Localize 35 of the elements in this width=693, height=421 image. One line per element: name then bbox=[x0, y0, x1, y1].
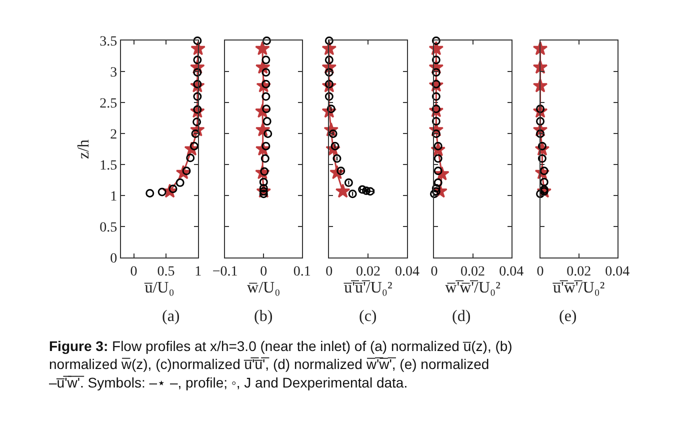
y-tick-label: 3.5 bbox=[100, 34, 118, 50]
x-tick-label: 0.04 bbox=[499, 264, 524, 280]
x-tick-label: 0.04 bbox=[605, 264, 630, 280]
x-axis-title: u̅'̅w̅'̅/U₀² bbox=[552, 280, 605, 296]
x-tick-label: 1 bbox=[194, 264, 202, 280]
x-tick-label: 0 bbox=[260, 264, 268, 280]
y-tick-label: 1.5 bbox=[100, 158, 118, 174]
x-tick-label: 0.02 bbox=[460, 264, 486, 280]
x-axis-title: w̅/U₀ bbox=[247, 280, 280, 296]
y-tick-label: 1 bbox=[110, 190, 118, 205]
x-tick-label: −0.1 bbox=[212, 264, 238, 280]
text: (e) bbox=[559, 308, 577, 325]
x-axis-title: w̅'̅w̅'̅/U₀² bbox=[445, 280, 501, 296]
y-tick-label: 0.5 bbox=[100, 220, 118, 236]
x-tick-label: 0.02 bbox=[566, 264, 592, 280]
caption: Figure 3: Flow profiles at x/h=3.0 (near the inlet) of (a) normalized u̅(z), (b) normalized w̅(z), (c)normalized u̅'̅u̅'̅, (d) normalized w̅'̅w̅'̅, (e) normalized –u̅'̅w̅'̅. Symbols: –⋆ –, profile; ◦, J and Dexperimental data. bbox=[49, 338, 512, 390]
y-tick-label: 0 bbox=[110, 252, 118, 267]
text: (d) bbox=[452, 308, 471, 325]
x-tick-label: 0.04 bbox=[394, 264, 420, 280]
y-tick-label: 2.5 bbox=[100, 96, 118, 112]
text: (c) bbox=[359, 308, 377, 325]
text: (b) bbox=[254, 308, 273, 325]
x-tick-label: 0.1 bbox=[293, 264, 311, 280]
y-tick-label: 3 bbox=[110, 66, 118, 81]
x-tick-label: 0 bbox=[430, 264, 438, 280]
x-tick-label: 0 bbox=[326, 264, 333, 280]
x-tick-label: 0.5 bbox=[157, 264, 175, 280]
x-tick-label: 0 bbox=[130, 264, 138, 280]
x-tick-label: 0 bbox=[536, 264, 544, 280]
x-tick-label: 0.02 bbox=[356, 264, 380, 280]
x-axis-title: u̅'̅u̅'̅/U₀² bbox=[342, 280, 392, 296]
text: (a) bbox=[162, 308, 180, 325]
x-axis-title: u̅/U₀ bbox=[143, 280, 174, 296]
y-tick-label: 2 bbox=[110, 128, 118, 143]
y-axis-title: z/h bbox=[76, 139, 93, 159]
